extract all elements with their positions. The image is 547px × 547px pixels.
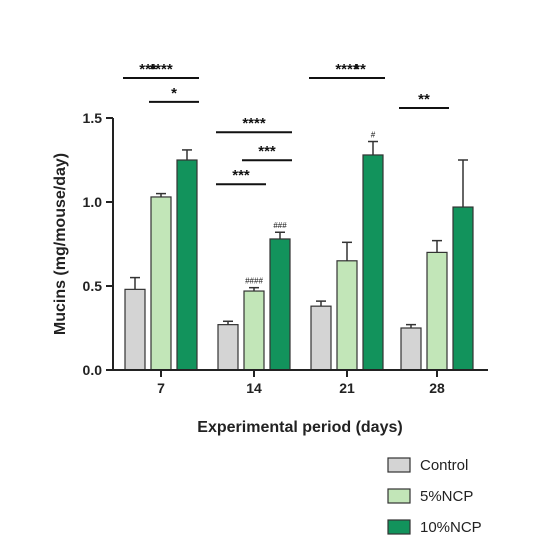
significance-label: **** [335,61,359,78]
y-ticks: 0.0 0.5 1.0 1.5 [83,110,113,378]
legend-swatch-10ncp [387,519,411,535]
x-tick-label: 21 [339,380,355,396]
legend-swatch-control [387,457,411,473]
significance-label: ** [354,61,366,78]
significance-label: **** [242,115,266,132]
legend-label: 10%NCP [420,519,482,536]
y-tick-label: 1.5 [83,110,103,126]
x-tick-label: 28 [429,380,445,396]
bar-control-day-7 [124,288,146,371]
y-tick-label: 0.0 [83,362,103,378]
hash-annotation: # [371,131,376,140]
x-ticks: 7 14 21 28 [157,370,445,396]
bar-10ncp-day-28 [452,206,474,371]
bar-5ncp-day-28 [426,251,448,371]
bar-5ncp-day-7 [150,196,172,371]
x-axis-title: Experimental period (days) [197,419,402,436]
bar-10ncp-day-14 [269,238,291,371]
bar-5ncp-day-21 [336,260,358,371]
hash-annotations: ######## [245,131,376,286]
significance-label: *** [232,167,250,184]
legend: Control 5%NCP 10%NCP [387,457,482,536]
hash-annotation: ### [273,221,287,230]
significance-brackets: ************************** [123,61,449,186]
bar-10ncp-day-7 [176,159,198,371]
legend-swatch-5ncp [387,488,411,504]
axes [112,118,488,371]
legend-label: 5%NCP [420,488,473,505]
x-tick-label: 7 [157,380,165,396]
significance-label: ** [418,91,430,108]
x-tick-label: 14 [246,380,262,396]
y-tick-label: 0.5 [83,278,103,294]
bars [124,140,474,371]
hash-annotation: #### [245,277,263,286]
bar-5ncp-day-14 [243,290,265,371]
significance-label: **** [149,61,173,78]
bar-control-day-14 [217,324,239,371]
significance-label: *** [258,143,276,160]
bar-10ncp-day-21 [362,154,384,371]
legend-label: Control [420,457,468,474]
significance-label: *** [139,61,157,78]
bar-control-day-28 [400,327,422,371]
y-axis-title: Mucins (mg/mouse/day) [52,153,69,335]
bar-control-day-21 [310,305,332,371]
y-tick-label: 1.0 [83,194,103,210]
significance-label: * [171,85,177,102]
